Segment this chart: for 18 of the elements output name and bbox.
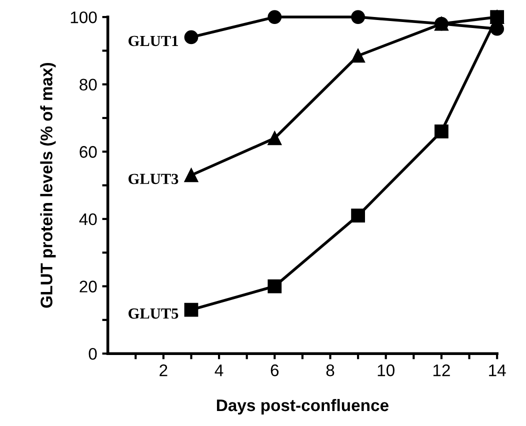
y-tick-label: 100: [70, 11, 97, 24]
series-label: GLUT3: [128, 174, 178, 184]
x-axis-title: Days post-confluence: [216, 398, 388, 415]
x-tick-label: 8: [326, 364, 334, 376]
y-tick-label: 0: [88, 348, 97, 360]
y-tick-label: 60: [80, 146, 97, 158]
y-tick-label: 80: [80, 78, 97, 91]
x-tick-label: 2: [160, 364, 168, 376]
x-tick-label: 14: [489, 364, 506, 376]
x-tick-label: 4: [214, 364, 224, 376]
x-tick-label: 6: [270, 364, 279, 376]
x-tick-label: 12: [433, 364, 450, 376]
y-tick-label: 20: [80, 280, 97, 292]
series-label: GLUT5: [128, 308, 178, 319]
y-axis-title: GLUT protein levels (% of max): [40, 62, 56, 308]
x-tick-label: 10: [378, 364, 394, 376]
series-label: GLUT1: [128, 36, 178, 46]
y-tick-label: 40: [79, 213, 97, 226]
